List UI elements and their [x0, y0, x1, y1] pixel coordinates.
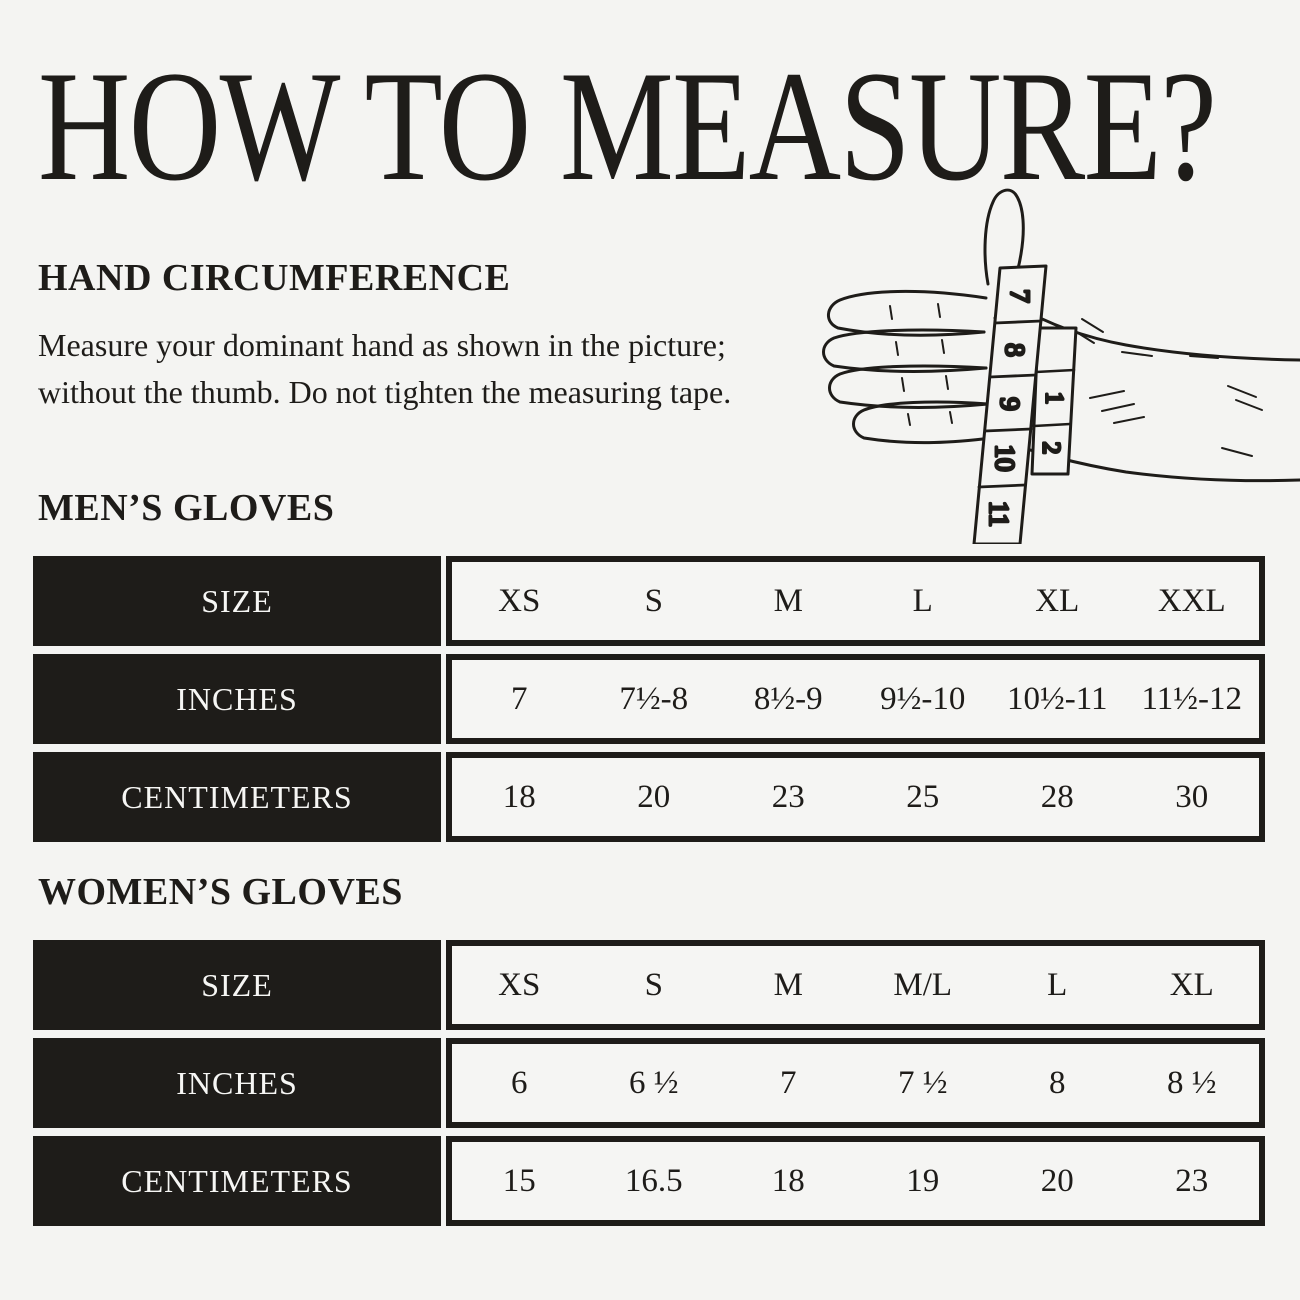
row-label: INCHES [33, 654, 441, 744]
size-cell: XL [1035, 582, 1080, 619]
womens-size-table: SIZE XS S M M/L L XL INCHES 6 6 ½ 7 7 ½ … [33, 940, 1265, 1226]
inches-cell: 6 ½ [629, 1064, 679, 1101]
centimeters-cell: 18 [771, 1162, 805, 1199]
row-values: 6 6 ½ 7 7 ½ 8 8 ½ [446, 1038, 1265, 1128]
size-cell: M [773, 582, 803, 619]
centimeters-cell: 25 [906, 778, 940, 815]
size-cell: M/L [893, 966, 953, 1003]
tape-number: 9 [995, 397, 1025, 411]
size-cell: L [1047, 966, 1068, 1003]
row-label: CENTIMETERS [33, 752, 441, 842]
row-values: 18 20 23 25 28 30 [446, 752, 1265, 842]
size-cell: XXL [1157, 582, 1226, 619]
size-cell: M [773, 966, 803, 1003]
hand-circumference-instructions: Measure your dominant hand as shown in t… [38, 327, 732, 411]
size-cell: L [912, 582, 933, 619]
centimeters-cell: 28 [1040, 778, 1074, 815]
inches-cell: 8½-9 [753, 680, 823, 717]
hidden-tape-number: 1 [1041, 392, 1068, 405]
inches-cell: 11½-12 [1141, 680, 1242, 717]
centimeters-cell: 20 [637, 778, 671, 815]
womens-gloves-heading: WOMEN’S GLOVES [38, 871, 403, 913]
inches-cell: 7½-8 [619, 680, 689, 717]
centimeters-cell: 23 [1175, 1162, 1209, 1199]
centimeters-cell: 20 [1040, 1162, 1074, 1199]
mens-size-table: SIZE XS S M L XL XXL INCHES 7 7½-8 8½-9 … [33, 556, 1265, 842]
table-row-centimeters: CENTIMETERS 18 20 23 25 28 30 [33, 752, 1265, 842]
row-values: XS S M L XL XXL [446, 556, 1265, 646]
centimeters-cell: 30 [1175, 778, 1209, 815]
hand-circumference-section: HAND CIRCUMFERENCE Measure your dominant… [38, 256, 748, 416]
inches-cell: 6 [511, 1064, 528, 1101]
size-cell: XL [1169, 966, 1214, 1003]
size-cell: XS [498, 582, 541, 619]
size-cell: S [644, 966, 663, 1003]
row-values: XS S M M/L L XL [446, 940, 1265, 1030]
page-title: HOW TO MEASURE? [38, 39, 1217, 214]
row-values: 15 16.5 18 19 20 23 [446, 1136, 1265, 1226]
inches-cell: 7 ½ [898, 1064, 948, 1101]
centimeters-cell: 15 [502, 1162, 536, 1199]
centimeters-cell: 19 [906, 1162, 940, 1199]
inches-cell: 10½-11 [1006, 680, 1108, 717]
table-row-centimeters: CENTIMETERS 15 16.5 18 19 20 23 [33, 1136, 1265, 1226]
table-row-size: SIZE XS S M L XL XXL [33, 556, 1265, 646]
table-row-inches: INCHES 6 6 ½ 7 7 ½ 8 8 ½ [33, 1038, 1265, 1128]
mens-gloves-heading: MEN’S GLOVES [38, 487, 335, 529]
inches-cell: 7 [780, 1064, 797, 1101]
tape-number: 8 [1000, 343, 1030, 357]
size-cell: XS [498, 966, 541, 1003]
centimeters-cell: 18 [502, 778, 536, 815]
centimeters-cell: 16.5 [624, 1162, 683, 1199]
tape-number: 11 [984, 501, 1014, 527]
inches-cell: 9½-10 [880, 680, 966, 717]
inches-cell: 8 [1049, 1064, 1066, 1101]
row-label: SIZE [33, 556, 441, 646]
table-row-size: SIZE XS S M M/L L XL [33, 940, 1265, 1030]
size-cell: S [644, 582, 663, 619]
hand-measuring-tape-illustration: 1 2 7 8 9 10 11 [822, 188, 1300, 544]
row-label: INCHES [33, 1038, 441, 1128]
centimeters-cell: 23 [771, 778, 805, 815]
inches-cell: 8 ½ [1167, 1064, 1217, 1101]
row-values: 7 7½-8 8½-9 9½-10 10½-11 11½-12 [446, 654, 1265, 744]
row-label: SIZE [33, 940, 441, 1030]
table-row-inches: INCHES 7 7½-8 8½-9 9½-10 10½-11 11½-12 [33, 654, 1265, 744]
inches-cell: 7 [511, 680, 528, 717]
tape-number: 7 [1005, 289, 1035, 303]
hidden-tape-number: 2 [1038, 442, 1065, 455]
tape-number: 10 [990, 445, 1020, 472]
hand-circumference-heading: HAND CIRCUMFERENCE [38, 257, 511, 299]
row-label: CENTIMETERS [33, 1136, 441, 1226]
